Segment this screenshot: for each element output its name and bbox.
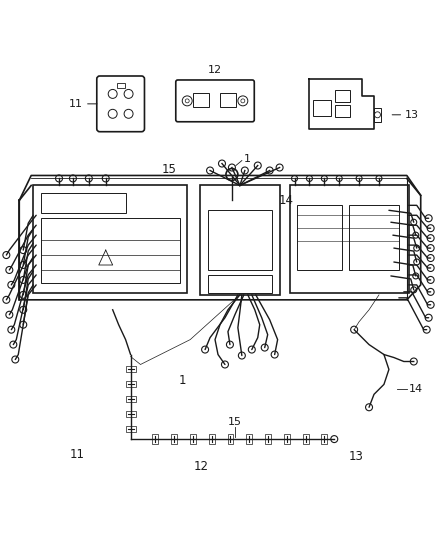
- Bar: [220, 93, 236, 107]
- Bar: [209, 434, 215, 444]
- Bar: [303, 434, 308, 444]
- Bar: [246, 434, 252, 444]
- Bar: [200, 185, 279, 295]
- Text: 11: 11: [70, 448, 85, 461]
- Text: 1: 1: [178, 374, 186, 387]
- Text: 12: 12: [208, 65, 222, 75]
- Bar: [335, 90, 350, 102]
- Bar: [190, 434, 196, 444]
- Text: 15: 15: [162, 164, 177, 176]
- Text: 13: 13: [349, 450, 364, 463]
- Bar: [126, 426, 135, 432]
- Bar: [335, 105, 350, 117]
- Bar: [117, 83, 124, 88]
- Bar: [126, 367, 135, 373]
- Bar: [374, 108, 381, 122]
- Bar: [126, 397, 135, 402]
- Text: 1: 1: [244, 154, 251, 164]
- Text: 14: 14: [409, 384, 423, 394]
- Bar: [208, 275, 272, 293]
- Bar: [152, 434, 159, 444]
- Bar: [265, 434, 271, 444]
- Text: 11: 11: [69, 99, 83, 109]
- Bar: [41, 218, 180, 283]
- Bar: [290, 185, 409, 293]
- Bar: [193, 93, 209, 107]
- Bar: [349, 205, 399, 270]
- Bar: [126, 382, 135, 387]
- Bar: [208, 211, 272, 270]
- Bar: [41, 193, 126, 213]
- Text: 13: 13: [405, 110, 419, 120]
- Bar: [313, 100, 331, 116]
- Bar: [297, 205, 342, 270]
- Bar: [227, 434, 233, 444]
- Bar: [126, 411, 135, 417]
- Text: 12: 12: [194, 461, 209, 473]
- Bar: [284, 434, 290, 444]
- Text: 14: 14: [279, 193, 294, 207]
- Text: 15: 15: [228, 417, 242, 427]
- Bar: [321, 434, 327, 444]
- Bar: [33, 185, 187, 293]
- Bar: [171, 434, 177, 444]
